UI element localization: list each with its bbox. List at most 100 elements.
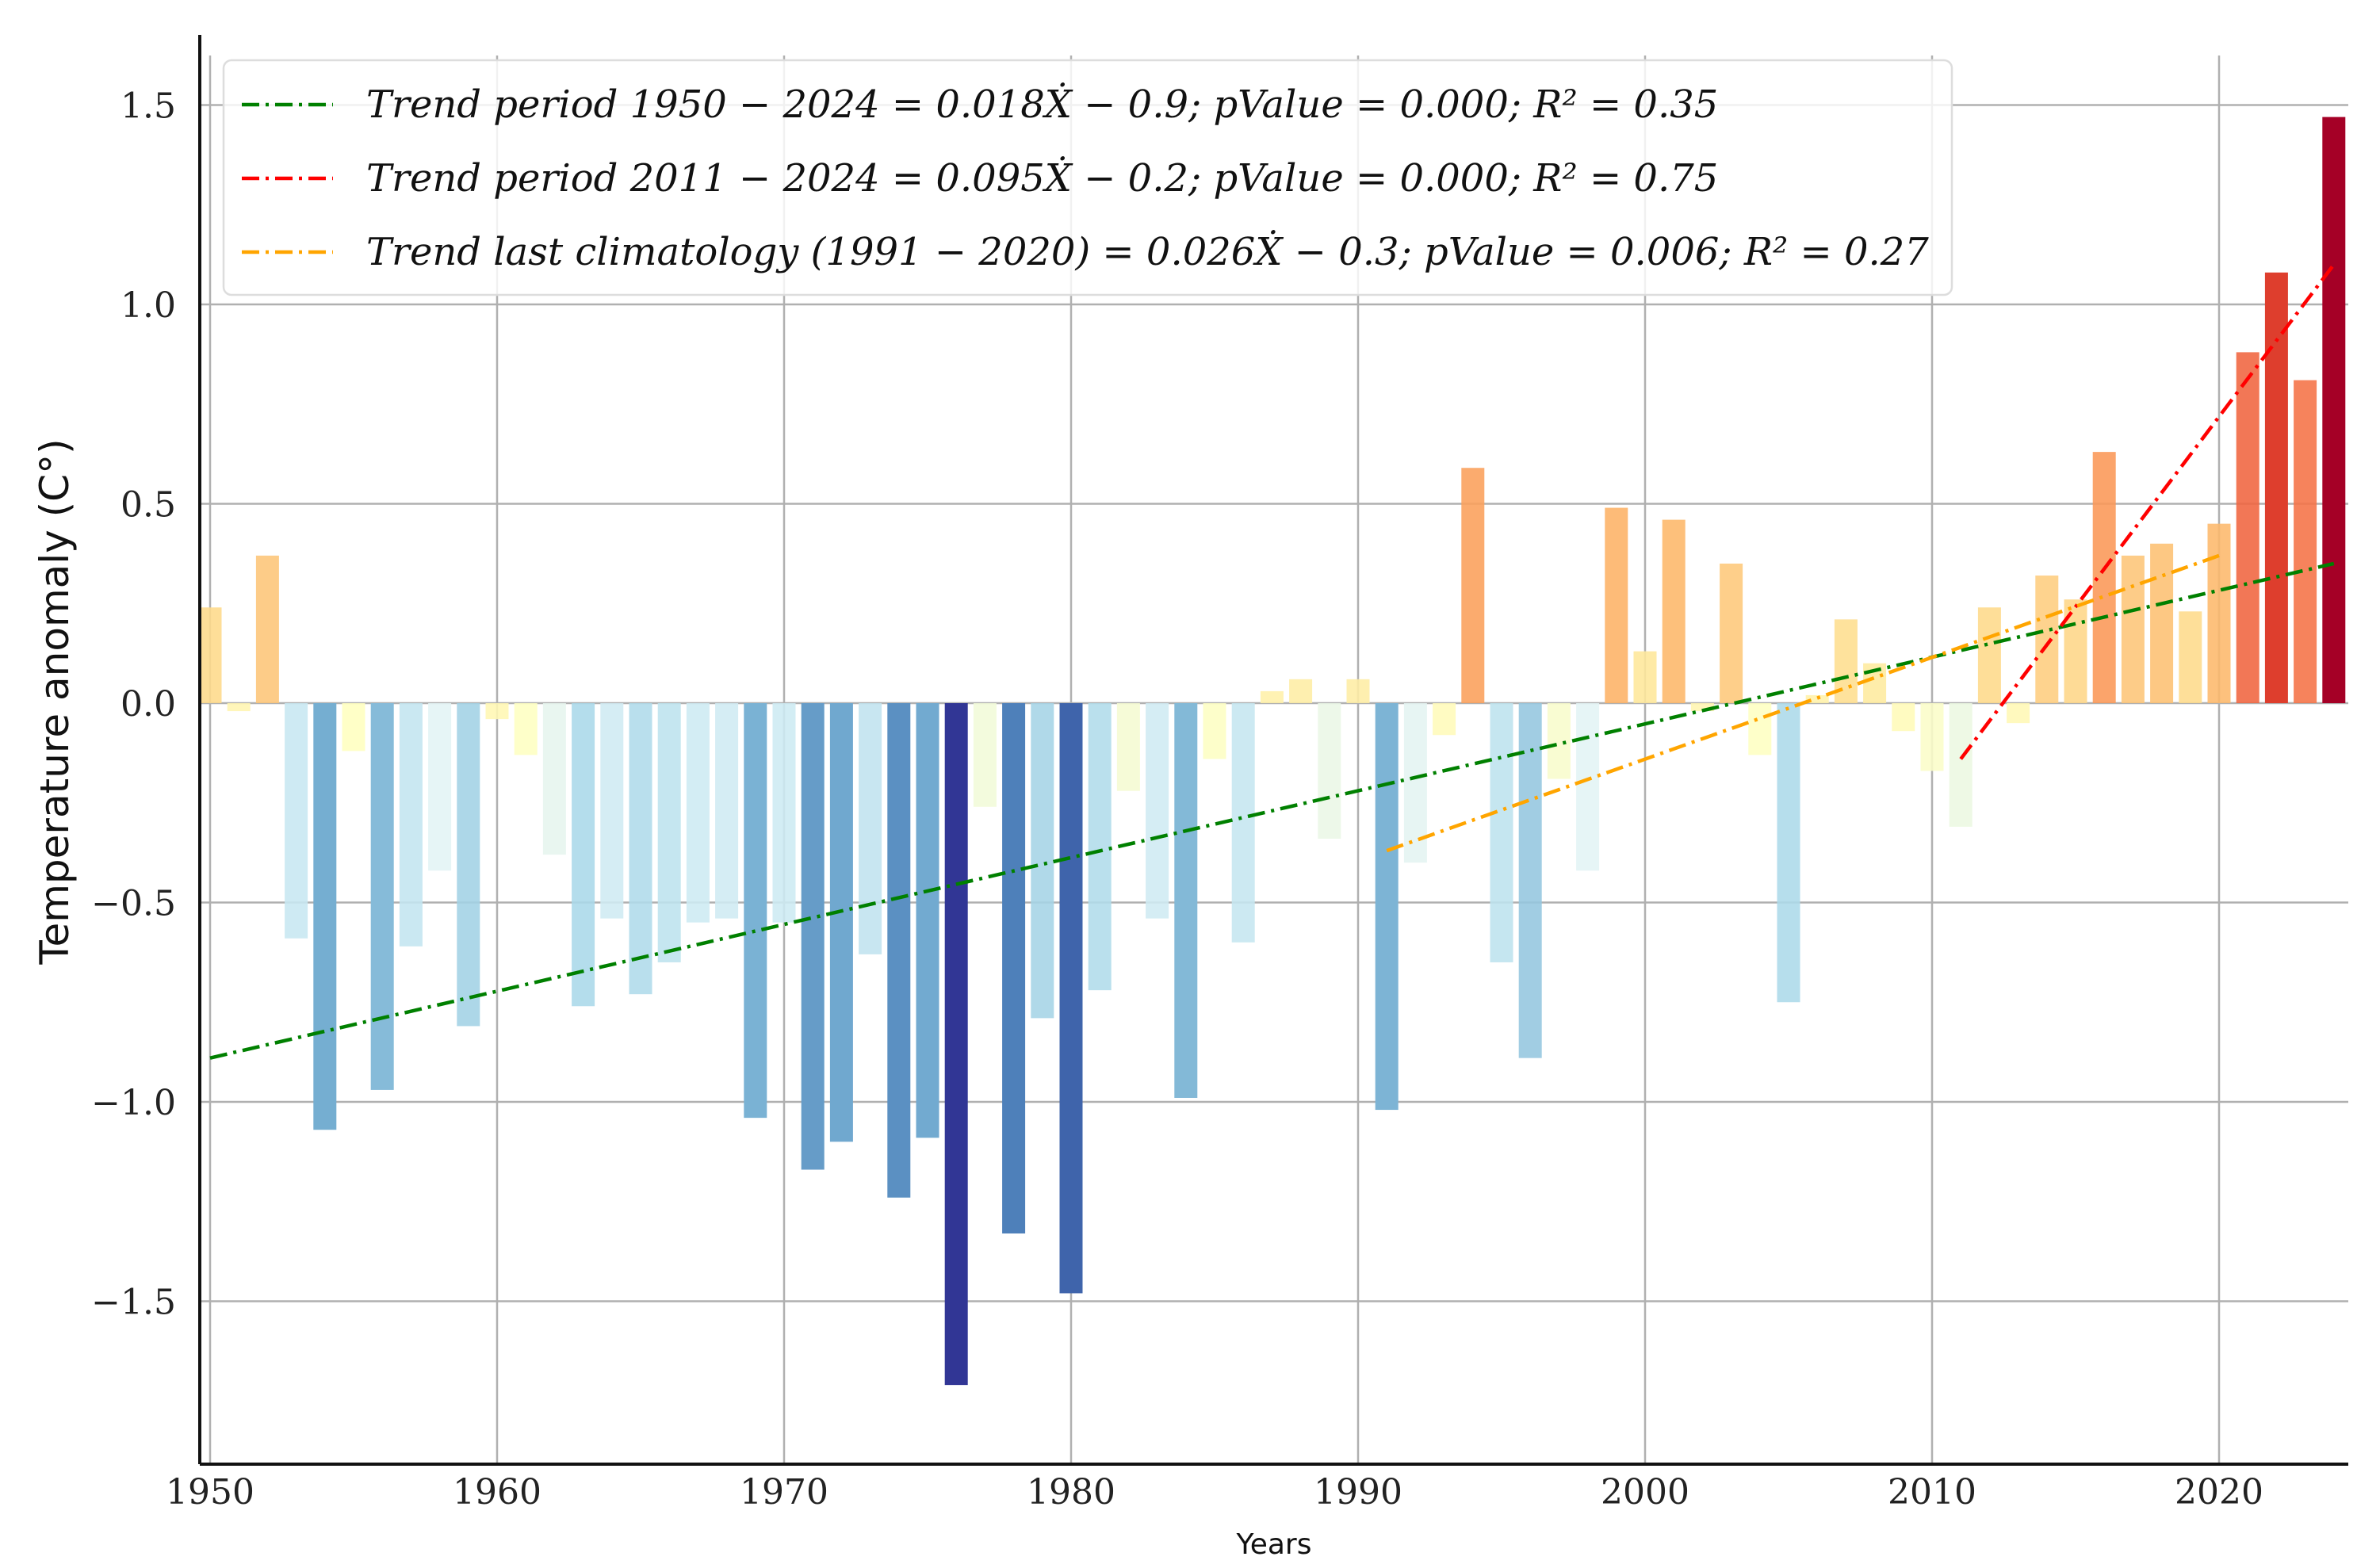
x-tick-label: 1970 <box>740 1472 828 1513</box>
y-tick-label: −1.5 <box>91 1283 176 1323</box>
bar-1972 <box>829 703 853 1142</box>
bar-1966 <box>657 703 681 962</box>
bar-2003 <box>1720 563 1743 703</box>
bar-1988 <box>1289 679 1313 703</box>
bar-1961 <box>514 703 538 755</box>
bar-1950 <box>198 607 222 703</box>
bar-1963 <box>572 703 595 1007</box>
x-tick-label: 1950 <box>166 1472 254 1513</box>
bar-1993 <box>1433 703 1456 736</box>
anomaly-bars <box>198 117 2346 1386</box>
legend-label-2: Trend period 2011 − 2024 = 0.095Ẋ − 0.2;… <box>366 155 1718 201</box>
bar-1996 <box>1518 703 1542 1058</box>
bar-1985 <box>1203 703 1226 759</box>
bar-1999 <box>1605 507 1628 703</box>
bar-2018 <box>2150 543 2174 703</box>
bar-1969 <box>744 703 767 1119</box>
x-tick-label: 1990 <box>1314 1472 1402 1513</box>
x-tick-label: 1980 <box>1027 1472 1115 1513</box>
legend: Trend period 1950 − 2024 = 0.018Ẋ − 0.9;… <box>222 59 1953 296</box>
bar-1975 <box>916 703 939 1138</box>
bar-2000 <box>1633 651 1657 703</box>
bar-1956 <box>370 703 394 1090</box>
x-tick-label: 1960 <box>453 1472 541 1513</box>
bar-1962 <box>542 703 566 855</box>
legend-label-1: Trend period 1950 − 2024 = 0.018Ẋ − 0.9;… <box>366 82 1718 127</box>
bar-1971 <box>801 703 825 1170</box>
bar-2002 <box>1690 703 1714 712</box>
bar-1995 <box>1490 703 1513 962</box>
bar-1953 <box>285 703 308 939</box>
bar-1976 <box>944 703 968 1386</box>
y-tick-label: 0.0 <box>121 684 176 725</box>
y-tick-label: 1.0 <box>121 285 176 326</box>
bar-1952 <box>255 555 279 703</box>
y-tick-label: 0.5 <box>121 485 176 526</box>
x-tick-label: 2020 <box>2175 1472 2263 1513</box>
bar-2023 <box>2294 380 2317 703</box>
x-tick-label: 2000 <box>1601 1472 1689 1513</box>
bar-1984 <box>1174 703 1198 1098</box>
y-axis-label: Temperature anomaly (C°) <box>32 438 78 965</box>
bar-1974 <box>887 703 911 1198</box>
bar-1991 <box>1375 703 1399 1111</box>
bar-2009 <box>1892 703 1915 732</box>
bar-1960 <box>485 703 509 720</box>
bar-1982 <box>1116 703 1140 791</box>
bar-1957 <box>399 703 423 947</box>
bar-1970 <box>772 703 796 923</box>
bar-1958 <box>428 703 452 871</box>
x-axis-label: Years <box>1236 1528 1312 1561</box>
bar-1980 <box>1059 703 1083 1294</box>
bar-1981 <box>1088 703 1112 991</box>
y-tick-label: −1.0 <box>91 1083 176 1123</box>
trend-lines <box>209 263 2336 1060</box>
bar-1967 <box>686 703 710 923</box>
bar-1987 <box>1260 690 1284 703</box>
bar-1977 <box>973 703 997 807</box>
bar-1990 <box>1346 679 1370 703</box>
bar-1951 <box>227 703 251 712</box>
trend-line-2 <box>1959 263 2336 760</box>
bar-1986 <box>1231 703 1255 943</box>
bar-1955 <box>342 703 365 751</box>
bar-2001 <box>1662 519 1686 703</box>
bar-2006 <box>1805 694 1829 703</box>
bar-1994 <box>1461 468 1485 703</box>
legend-box <box>222 59 1953 296</box>
y-tick-label: 1.5 <box>121 86 176 127</box>
bar-2013 <box>2007 703 2030 724</box>
bar-2010 <box>1920 703 1944 771</box>
bar-2004 <box>1748 703 1772 755</box>
x-tick-labels: 1950 1960 1970 1980 1990 2000 2010 2020 <box>166 1472 2263 1513</box>
x-tick-label: 2010 <box>1888 1472 1976 1513</box>
bar-1978 <box>1002 703 1026 1233</box>
bar-1959 <box>457 703 480 1027</box>
y-tick-label: −0.5 <box>91 884 176 924</box>
bar-2024 <box>2322 117 2346 704</box>
trend-line-3 <box>1386 553 2220 853</box>
trend-line-1 <box>209 561 2335 1060</box>
bar-2019 <box>2179 611 2202 703</box>
bar-1954 <box>313 703 337 1130</box>
bar-1965 <box>629 703 652 995</box>
bar-1964 <box>600 703 624 919</box>
bar-1998 <box>1576 703 1600 871</box>
bar-2017 <box>2121 555 2145 703</box>
bar-2014 <box>2035 576 2059 703</box>
y-tick-labels: 1.5 1.0 0.5 0.0 −0.5 −1.0 −1.5 <box>91 86 176 1323</box>
bar-2021 <box>2236 352 2259 703</box>
bar-2005 <box>1777 703 1800 1003</box>
bar-2011 <box>1949 703 1972 827</box>
bar-1989 <box>1318 703 1341 839</box>
bar-2020 <box>2207 523 2231 703</box>
bar-1968 <box>715 703 739 919</box>
bar-1979 <box>1031 703 1054 1019</box>
bar-2012 <box>1977 607 2001 703</box>
axes <box>198 35 2348 1466</box>
bar-2022 <box>2264 272 2288 703</box>
legend-label-3: Trend last climatology (1991 − 2020) = 0… <box>366 229 1929 274</box>
bar-1983 <box>1146 703 1169 919</box>
bar-1997 <box>1547 703 1571 779</box>
